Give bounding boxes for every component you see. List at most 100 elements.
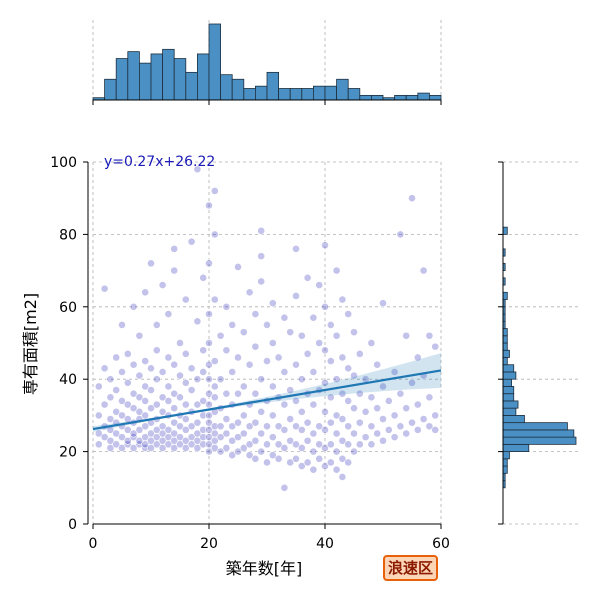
- regression-equation: y=0.27x+26.22: [104, 154, 215, 170]
- data-point: [141, 288, 150, 297]
- data-point: [228, 436, 237, 445]
- data-point: [152, 400, 161, 409]
- data-point: [315, 339, 324, 347]
- histogram-bar: [502, 226, 508, 235]
- data-point: [315, 281, 324, 289]
- data-point: [199, 368, 208, 376]
- data-point: [193, 317, 202, 326]
- data-point: [135, 371, 144, 380]
- data-point: [147, 404, 155, 413]
- data-point: [338, 353, 347, 362]
- data-point: [257, 252, 266, 261]
- data-point: [309, 400, 318, 409]
- data-point: [303, 458, 312, 467]
- data-point: [402, 429, 411, 438]
- data-point: [257, 375, 266, 384]
- data-point: [158, 281, 167, 289]
- data-point: [187, 433, 196, 442]
- data-point: [135, 425, 144, 434]
- data-point: [396, 422, 405, 431]
- data-point: [170, 404, 179, 413]
- data-point: [205, 201, 213, 210]
- data-point: [118, 411, 126, 420]
- data-point: [123, 436, 132, 445]
- data-point: [112, 440, 121, 449]
- data-point: [141, 357, 150, 365]
- x-axis-title: 築年数[年]: [226, 559, 303, 578]
- data-point: [321, 346, 329, 355]
- data-point: [350, 328, 358, 337]
- data-point: [286, 415, 295, 423]
- data-point: [228, 320, 237, 329]
- data-point: [338, 436, 347, 445]
- x-tick-label: 40: [316, 536, 334, 552]
- data-point: [268, 411, 277, 420]
- data-point: [123, 425, 132, 434]
- data-point: [193, 165, 202, 174]
- data-point: [309, 429, 318, 438]
- data-point: [187, 364, 196, 373]
- data-point: [205, 411, 213, 420]
- data-point: [187, 237, 196, 246]
- data-point: [303, 349, 312, 358]
- data-point: [373, 404, 382, 413]
- data-point: [350, 429, 358, 438]
- data-point: [344, 397, 353, 405]
- data-point: [193, 418, 202, 427]
- data-point: [141, 411, 150, 420]
- histogram-bar: [405, 94, 419, 101]
- data-point: [297, 462, 306, 470]
- data-point: [344, 422, 353, 431]
- data-point: [390, 411, 399, 420]
- data-point: [315, 454, 324, 463]
- data-point: [419, 266, 428, 275]
- data-point: [123, 349, 132, 358]
- data-point: [257, 447, 266, 456]
- data-point: [222, 415, 231, 423]
- data-point: [210, 422, 219, 431]
- data-point: [245, 422, 254, 431]
- data-point: [141, 397, 150, 405]
- data-point: [210, 295, 219, 304]
- data-point: [245, 451, 254, 460]
- data-point: [286, 328, 295, 337]
- data-point: [222, 389, 231, 398]
- data-point: [338, 389, 347, 398]
- data-point: [245, 288, 254, 297]
- data-point: [390, 433, 399, 442]
- data-point: [199, 273, 208, 282]
- data-point: [332, 375, 341, 384]
- data-point: [268, 382, 277, 391]
- data-point: [106, 375, 115, 384]
- data-point: [158, 407, 167, 416]
- data-point: [118, 444, 126, 452]
- data-point: [94, 440, 103, 449]
- histogram-bar: [301, 88, 314, 101]
- histogram-bar: [208, 23, 221, 101]
- data-point: [251, 342, 260, 351]
- data-point: [274, 454, 283, 463]
- histogram-bar: [347, 88, 361, 101]
- data-point: [344, 458, 353, 467]
- data-point: [251, 310, 260, 318]
- data-point: [187, 386, 196, 394]
- x-tick-label: 0: [89, 536, 98, 552]
- data-point: [286, 436, 295, 445]
- data-point: [135, 331, 144, 340]
- data-point: [94, 382, 103, 391]
- data-point: [170, 418, 179, 427]
- data-point: [129, 429, 138, 438]
- data-point: [228, 451, 237, 460]
- data-point: [280, 313, 289, 322]
- data-point: [280, 400, 289, 409]
- histogram-bar: [104, 78, 117, 101]
- data-point: [280, 444, 289, 452]
- histogram-bar: [266, 71, 280, 101]
- data-point: [425, 393, 434, 402]
- data-point: [263, 422, 271, 431]
- data-point: [234, 433, 242, 442]
- data-point: [234, 389, 242, 398]
- data-point: [164, 397, 173, 405]
- data-point: [129, 444, 138, 452]
